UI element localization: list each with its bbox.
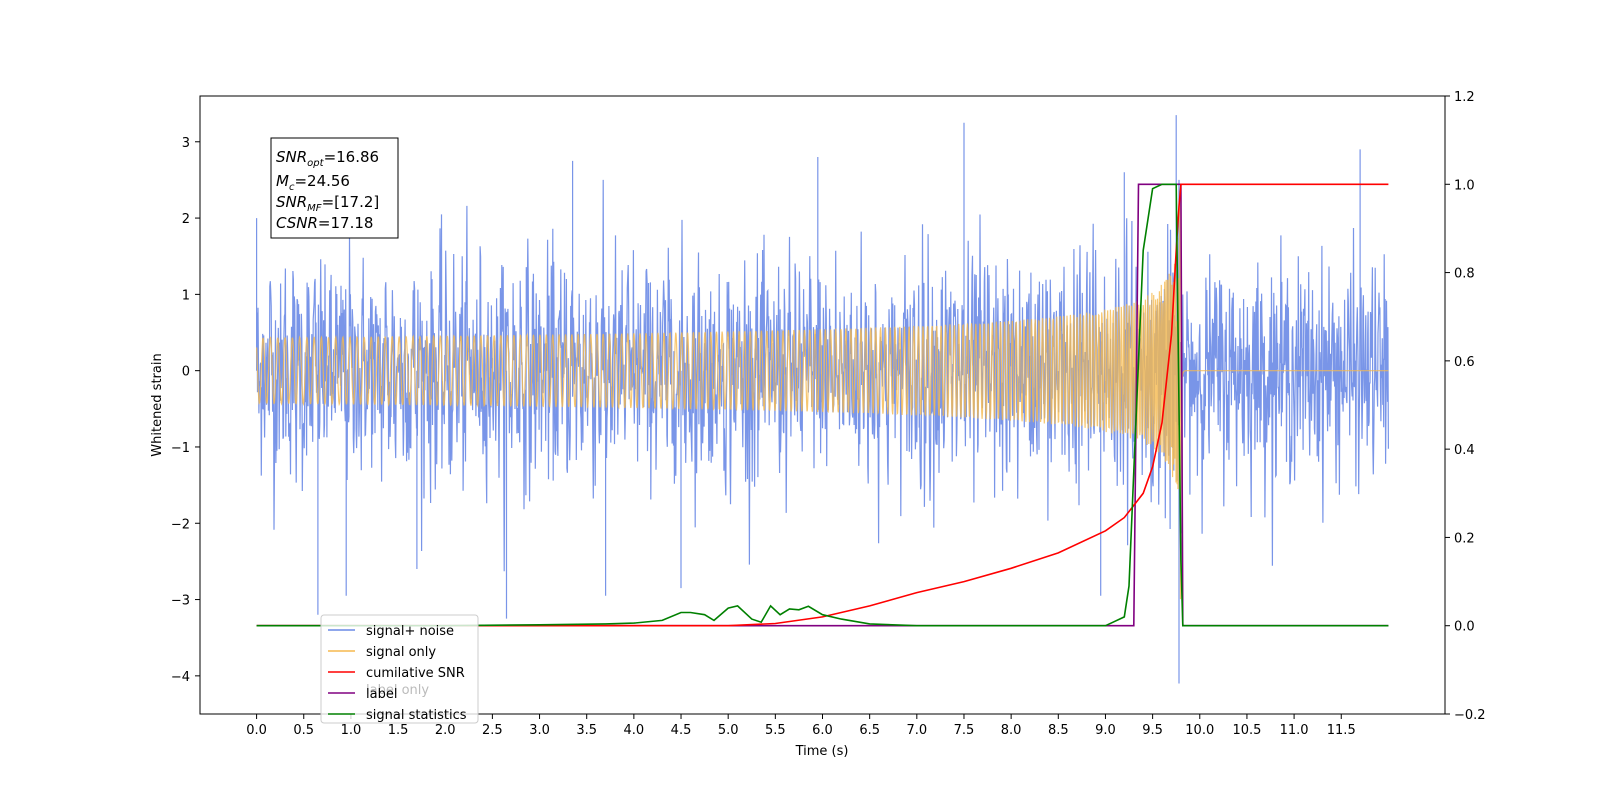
x-tick-label: 10.0 [1185,723,1214,738]
legend-entry: cumilative SNR [328,666,465,681]
legend-label: signal statistics [366,708,467,723]
annotation-csnr: CSNR=17.18 [276,214,373,232]
x-tick-label: 2.0 [435,723,456,738]
y2-tick-label: 0.4 [1454,443,1475,458]
series-layer [256,115,1389,684]
series-signal-only-line [256,197,1389,600]
y2-tick-label: 0.0 [1454,620,1475,635]
x-tick-label: 4.5 [671,723,692,738]
y2-tick-label: 0.2 [1454,531,1475,546]
legend-label: label [366,687,397,702]
x-tick-label: 10.5 [1232,723,1261,738]
legend-label: signal+ noise [366,624,454,639]
y2-tick-label: −0.2 [1454,708,1486,723]
legend-label: signal only [366,645,436,660]
x-tick-label: 6.0 [812,723,833,738]
y-tick-label: −3 [171,594,190,609]
x-axis-ticks: 0.0 0.5 1.0 1.5 2.0 2.5 3.0 3.5 4.0 4.5 5.0 5.5 6.0 6… [246,714,1356,738]
annotation-snr-mf: SNRMF=[17.2] [276,193,379,214]
y2-tick-label: 0.8 [1454,267,1475,282]
x-tick-label: 5.0 [718,723,739,738]
y-tick-label: −1 [171,441,190,456]
y-tick-label: −4 [171,670,190,685]
legend-frame [320,614,479,724]
x-tick-label: 8.0 [1001,723,1022,738]
x-tick-label: 7.0 [906,723,927,738]
x-tick-label: 9.5 [1142,723,1163,738]
x-tick-label: 5.5 [765,723,786,738]
series-signal-statistics-line [256,183,1389,627]
x-tick-label: 0.0 [246,723,267,738]
x-tick-label: 11.0 [1280,723,1309,738]
series-cumulative-snr-line [256,183,1389,627]
x-tick-label: 4.0 [624,723,645,738]
annotation-box: SNRopt=16.86 Mc=24.56 SNRMF=[17.2] CSNR=… [270,137,399,239]
y-tick-label: 3 [182,136,190,151]
x-tick-label: 1.5 [388,723,409,738]
y-axis-label: Whitened strain [150,353,165,456]
legend-entry: signal only [328,645,436,660]
x-tick-label: 3.5 [576,723,597,738]
y-tick-label: 1 [182,288,190,303]
legend-entries: signal+ noise signal only cumilative SNR la… [328,624,467,723]
legend-label: cumilative SNR [366,666,465,681]
y2-tick-label: 1.0 [1454,178,1475,193]
legend-entry: signal statistics [328,708,467,723]
legend-entry: signal+ noise [328,624,454,639]
y2-tick-label: 0.6 [1454,355,1475,370]
legend-overlapped-label: label only [366,683,429,698]
y2-tick-label: 1.2 [1454,90,1475,105]
y-tick-label: −2 [171,517,190,532]
x-axis-label: Time (s) [795,744,849,759]
annotation-mc: Mc=24.56 [276,172,350,193]
y-axis-ticks: 3 2 1 0 −1 −2 −3 −4 [171,136,200,685]
annotation-frame [270,137,399,239]
x-tick-label: 6.5 [859,723,880,738]
x-tick-label: 9.0 [1095,723,1116,738]
x-tick-label: 2.5 [482,723,503,738]
legend: label only signal+ noise signal only cumil… [320,614,479,724]
x-tick-label: 1.0 [341,723,362,738]
x-tick-label: 0.5 [293,723,314,738]
series-signal-noise-line [256,115,1389,684]
annotation-snr-opt: SNRopt=16.86 [276,148,379,169]
x-tick-label: 7.5 [954,723,975,738]
x-tick-label: 8.5 [1048,723,1069,738]
y-tick-label: 2 [182,212,190,227]
x-tick-label: 11.5 [1327,723,1356,738]
x-tick-label: 3.0 [529,723,550,738]
y2-axis-ticks: 1.2 1.0 0.8 0.6 0.4 0.2 0.0 −0.2 [1445,90,1486,723]
y-tick-label: 0 [182,365,190,380]
legend-entry: label [328,687,397,702]
